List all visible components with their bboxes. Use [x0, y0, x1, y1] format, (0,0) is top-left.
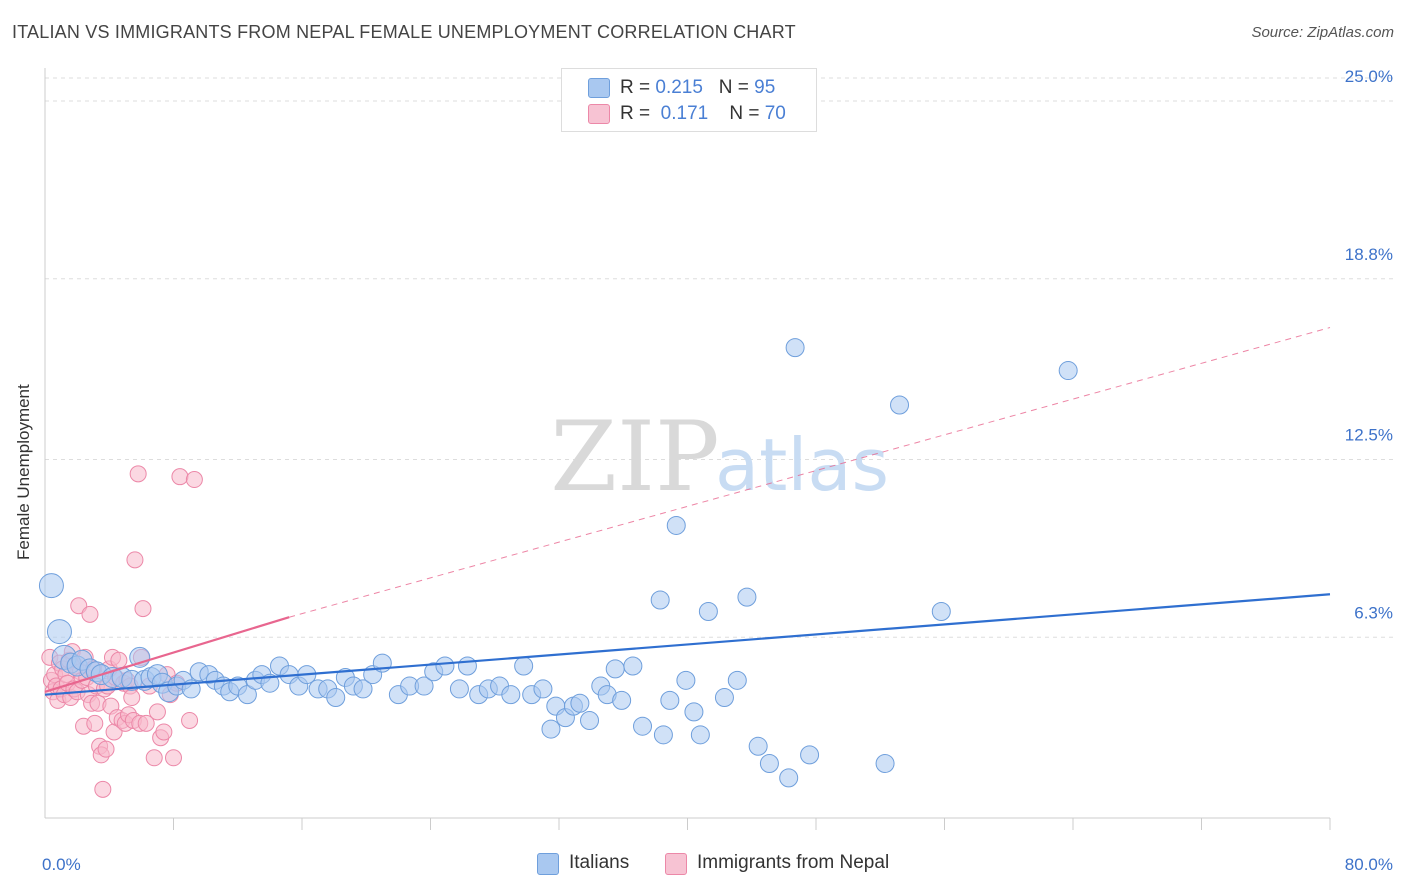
italians-point: [737, 587, 757, 607]
n-label: N =: [729, 103, 760, 124]
italians-point: [684, 702, 704, 722]
italians-point: [38, 573, 64, 599]
italians-point: [748, 736, 768, 756]
legend-swatch-nepal: [665, 853, 687, 875]
italians-point: [326, 688, 346, 708]
italians-point: [414, 676, 434, 696]
italians-point: [449, 679, 469, 699]
nepal-point: [94, 780, 112, 798]
nepal-point: [126, 551, 144, 569]
italians-point: [435, 656, 455, 676]
italians-point: [714, 688, 734, 708]
y-axis-label: Female Unemployment: [14, 384, 33, 560]
y-tick-labels: 6.3% 12.5% 18.8% 25.0%: [1345, 67, 1393, 622]
italians-point: [653, 725, 673, 745]
italians-series: [38, 97, 1078, 788]
nepal-point: [70, 597, 88, 615]
italians-point: [727, 670, 747, 690]
watermark-zip: ZIP: [550, 401, 719, 513]
italians-point: [541, 719, 561, 739]
nepal-point: [110, 651, 128, 669]
italians-point: [570, 693, 590, 713]
nepal-point: [134, 600, 152, 618]
italians-point: [650, 590, 670, 610]
italians-point: [514, 656, 534, 676]
r-label: R =: [620, 103, 651, 124]
nepal-point: [86, 714, 104, 732]
italians-trend-line: [44, 593, 1331, 696]
n-value: 95: [754, 77, 776, 98]
italians-point: [690, 725, 710, 745]
nepal-point: [129, 465, 147, 483]
italians-point: [580, 710, 600, 730]
legend-swatch-nepal: [588, 104, 610, 124]
italians-point: [623, 656, 643, 676]
nepal-point: [148, 703, 166, 721]
r-value: 0.215: [655, 77, 703, 98]
nepal-point: [165, 749, 182, 767]
italians-point: [353, 679, 373, 699]
n-label: N =: [718, 77, 749, 98]
legend-stats-italians: R = 0.215 N = 95: [620, 77, 775, 99]
italians-point: [660, 690, 680, 710]
nepal-point: [181, 711, 199, 729]
r-value: 0.171: [660, 103, 709, 124]
legend-label-nepal: Immigrants from Nepal: [697, 852, 890, 873]
y-tick-label: 6.3%: [1354, 603, 1393, 622]
italians-point: [612, 690, 632, 710]
italians-point: [666, 515, 686, 535]
nepal-trend-extension: [289, 327, 1331, 618]
italians-point: [237, 685, 257, 705]
nepal-point: [81, 605, 99, 623]
r-label: R =: [620, 77, 651, 98]
chart-source: Source: ZipAtlas.com: [1251, 24, 1394, 41]
watermark-atlas: atlas: [715, 423, 889, 507]
nepal-point: [145, 749, 163, 767]
zipatlas-watermark: ZIP atlas: [550, 401, 889, 513]
italians-point: [890, 395, 910, 415]
italians-point: [605, 659, 625, 679]
italians-point: [931, 601, 951, 621]
correlation-legend: R = 0.215 N = 95 R = 0.171 N = 70: [561, 68, 817, 132]
chart-title: ITALIAN VS IMMIGRANTS FROM NEPAL FEMALE …: [12, 22, 796, 42]
italians-point: [457, 656, 477, 676]
y-tick-label: 12.5%: [1345, 425, 1393, 444]
italians-point: [779, 768, 799, 788]
italians-point: [533, 679, 553, 699]
legend-swatch-italians: [537, 853, 559, 875]
y-tick-label: 25.0%: [1345, 67, 1393, 86]
nepal-point: [185, 471, 203, 489]
italians-point: [800, 745, 820, 765]
italians-point: [633, 716, 653, 736]
legend-label-italians: Italians: [569, 852, 630, 873]
grid-lines: [45, 77, 1395, 638]
nepal-trend-line: [44, 616, 290, 693]
x-tick-label-max: 80.0%: [1345, 855, 1393, 874]
nepal-point: [137, 714, 155, 732]
italians-point: [1058, 361, 1078, 381]
nepal-point: [171, 468, 189, 486]
italians-point: [501, 685, 521, 705]
italians-point: [759, 754, 779, 774]
n-value: 70: [764, 103, 786, 124]
x-tick-labels: 0.0% 80.0%: [42, 855, 1393, 874]
italians-point: [46, 619, 72, 645]
nepal-point: [97, 740, 115, 758]
legend-swatch-italians: [588, 78, 610, 98]
italians-point: [875, 754, 895, 774]
nepal-point: [123, 689, 141, 707]
trend-lines: [44, 327, 1331, 696]
italians-point: [260, 673, 280, 693]
legend-stats-nepal: R = 0.171 N = 70: [620, 103, 786, 125]
nepal-point: [155, 723, 173, 741]
italians-point: [676, 670, 696, 690]
x-tick-label-min: 0.0%: [42, 855, 81, 874]
italians-point: [785, 338, 805, 358]
y-tick-label: 18.8%: [1345, 245, 1393, 264]
italians-point: [698, 601, 718, 621]
axes: [44, 68, 1331, 830]
